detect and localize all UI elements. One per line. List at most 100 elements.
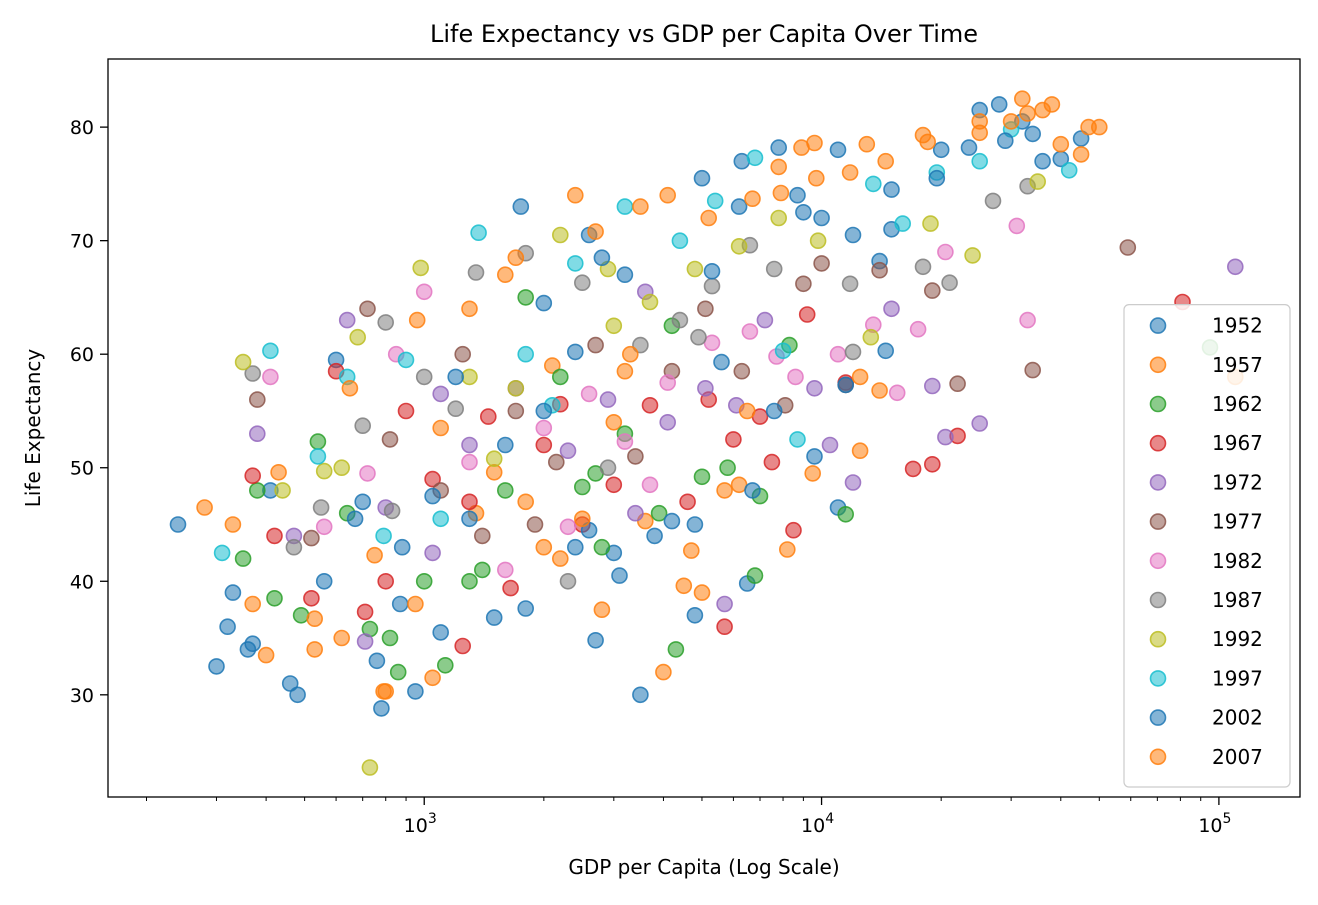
data-point [646,527,663,545]
data-point [679,493,696,511]
data-point [432,510,450,528]
data-point [858,135,876,153]
data-point [244,467,261,485]
data-point [937,243,954,261]
data-point [641,476,659,494]
data-point [611,567,628,584]
data-point [605,317,623,335]
data-point [932,141,950,159]
data-point [266,527,283,545]
data-point [292,606,310,624]
data-point [1024,361,1041,379]
data-point [599,459,617,477]
x-tick-label: 103 [404,811,437,837]
data-point [798,306,816,323]
data-point [303,529,320,547]
data-point [778,541,796,558]
data-point [566,186,584,204]
data-point [795,204,812,221]
data-point [285,538,303,556]
data-point [196,499,213,516]
data-point [851,442,869,460]
data-point [871,382,888,399]
data-point [333,459,351,477]
data-point [787,368,804,386]
data-point [535,419,553,437]
data-point [841,275,859,293]
data-point [725,431,742,448]
data-point [208,658,225,675]
data-point [703,277,721,295]
data-point [436,656,454,674]
data-point [871,261,888,279]
data-point [904,460,922,478]
data-point [621,345,639,363]
data-point [415,572,433,590]
data-point [397,402,415,420]
data-point [686,516,704,533]
data-point [928,169,946,187]
data-point [686,606,704,624]
data-point [517,493,535,511]
x-tick-label: 104 [801,811,834,837]
data-point [675,577,693,595]
data-point [821,436,839,454]
data-point [381,629,399,647]
data-point [686,260,704,278]
data-point [937,428,954,446]
legend-marker [1149,748,1167,766]
data-point [716,618,733,636]
data-point [741,323,759,340]
data-point [535,538,553,556]
y-tick-label: 80 [70,117,94,139]
data-point [262,368,279,386]
data-point [663,512,681,530]
legend: 1952 1957 1962 1967 1972 1977 1982 1987 1992 1997… [1123,304,1291,788]
data-point [616,198,634,215]
data-point [806,448,823,465]
data-point [338,311,356,329]
data-point [888,384,906,402]
data-point [1013,90,1031,107]
legend-label: 2007 [1212,745,1263,769]
data-point [605,476,623,494]
data-point [559,518,577,536]
data-point [671,311,689,329]
data-point [580,385,598,403]
data-point [599,391,617,408]
x-tick-exponent: 3 [428,811,437,827]
data-point [774,342,792,360]
data-point [1119,239,1137,256]
data-point [461,368,478,386]
data-point [659,413,677,431]
data-point [461,493,478,511]
data-point [496,482,514,499]
data-point [1008,217,1026,235]
data-point [949,375,966,393]
data-point [407,595,424,613]
data-point [990,96,1008,113]
data-point [1060,162,1078,179]
data-point [496,561,514,579]
data-point [693,468,711,486]
y-tick-label: 60 [70,344,94,366]
data-point [744,482,761,499]
y-axis-title: Life Expectancy [21,349,45,508]
data-point [862,328,880,346]
data-point [309,433,327,450]
data-point [632,198,649,215]
data-point [795,275,812,293]
data-point [804,465,822,482]
data-point [566,255,584,272]
data-point [306,610,324,628]
data-point [315,572,333,590]
data-point [883,300,900,318]
data-point [266,589,283,607]
data-point [333,629,351,647]
y-tick-label: 50 [70,458,94,480]
data-point [641,293,659,311]
data-point [716,595,733,613]
data-point [224,516,242,533]
data-point [248,425,266,443]
